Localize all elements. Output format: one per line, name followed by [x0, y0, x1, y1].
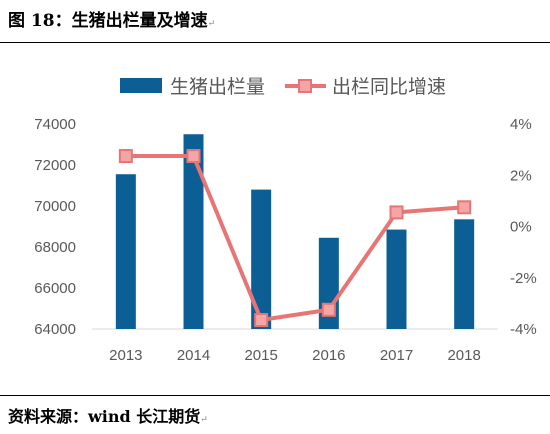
source-return-mark: ↵ — [200, 415, 208, 425]
figure-title: 图 18：生猪出栏量及增速↵ — [8, 6, 215, 31]
y-left-tick-label: 68000 — [34, 239, 76, 256]
y-left-tick-label: 72000 — [34, 157, 76, 174]
x-tick-label: 2015 — [244, 347, 277, 364]
y-right-tick-label: -2% — [510, 270, 537, 287]
legend-line-label: 出栏同比增速 — [332, 76, 446, 98]
y-left-tick-label: 66000 — [34, 280, 76, 297]
bar — [251, 189, 272, 329]
line-marker — [457, 200, 472, 215]
bar — [386, 229, 407, 329]
top-rule — [0, 42, 550, 43]
line-marker — [186, 149, 201, 164]
line-marker — [254, 313, 269, 328]
x-tick-label: 2016 — [312, 347, 345, 364]
return-mark: ↵ — [207, 19, 216, 29]
line-marker — [389, 205, 404, 220]
x-tick-label: 2013 — [109, 347, 142, 364]
y-right-tick-label: 4% — [510, 116, 532, 133]
bottom-rule — [0, 395, 550, 396]
bar — [454, 219, 475, 329]
y-right-tick-label: -4% — [510, 321, 537, 338]
x-tick-label: 2018 — [447, 347, 480, 364]
line-marker — [321, 302, 336, 317]
growth-line — [123, 154, 467, 323]
legend-line-marker — [298, 79, 312, 93]
bar — [183, 134, 204, 329]
y-right-tick-label: 0% — [510, 219, 532, 236]
legend-bar-swatch — [120, 78, 162, 93]
x-tick-label: 2017 — [380, 347, 413, 364]
source-text: 资料来源：wind 长江期货 — [8, 407, 201, 426]
source-note: 资料来源：wind 长江期货↵ — [8, 403, 208, 427]
bar — [115, 174, 136, 329]
line-marker — [118, 149, 133, 164]
y-left-tick-label: 74000 — [34, 116, 76, 133]
y-left-tick-label: 70000 — [34, 198, 76, 215]
y-right-tick-label: 2% — [510, 167, 532, 184]
y-left-tick-label: 64000 — [34, 321, 76, 338]
x-tick-label: 2014 — [177, 347, 210, 364]
figure-title-text: 图 18：生猪出栏量及增速 — [8, 11, 208, 31]
legend-bar-label: 生猪出栏量 — [170, 76, 265, 98]
